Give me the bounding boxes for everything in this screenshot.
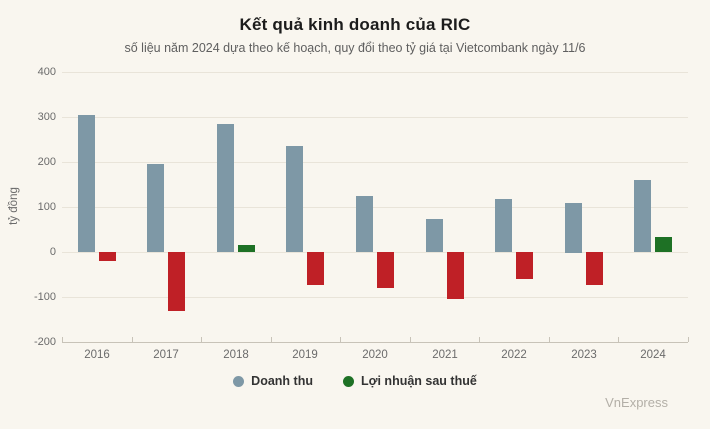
- bar-doanh-thu-2021[interactable]: [426, 219, 443, 252]
- bar-doanh-thu-2024[interactable]: [634, 180, 651, 252]
- legend-item-doanh-thu[interactable]: Doanh thu: [233, 374, 313, 388]
- legend-marker-doanh-thu-icon: [233, 375, 245, 387]
- bar-doanh-thu-2018[interactable]: [217, 124, 234, 252]
- bar-loi-nhuan-2016[interactable]: [99, 252, 116, 261]
- chart-subtitle: số liệu năm 2024 dựa theo kế hoạch, quy …: [124, 41, 586, 55]
- bar-loi-nhuan-2020[interactable]: [377, 252, 394, 288]
- x-tick-label: 2018: [223, 349, 249, 361]
- bar-loi-nhuan-2024[interactable]: [655, 237, 672, 252]
- x-axis-tick: [549, 337, 550, 342]
- y-tick-label: -100: [33, 291, 56, 303]
- x-axis-tick: [618, 337, 619, 342]
- legend-item-loi-nhuan[interactable]: Lợi nhuận sau thuế: [342, 374, 477, 388]
- x-axis-tick: [201, 337, 202, 342]
- bar-loi-nhuan-2018[interactable]: [238, 245, 255, 252]
- x-tick-label: 2020: [362, 349, 388, 361]
- x-tick-label: 2021: [432, 349, 458, 361]
- legend-label-loi-nhuan: Lợi nhuận sau thuế: [360, 374, 477, 388]
- x-tick-label: 2024: [640, 349, 666, 361]
- y-tick-label: 400: [37, 66, 56, 78]
- y-tick-label: -200: [33, 336, 56, 348]
- x-axis-tick: [132, 337, 133, 342]
- bar-doanh-thu-2019[interactable]: [286, 146, 303, 252]
- legend-label-doanh-thu: Doanh thu: [251, 374, 313, 388]
- x-axis-tick: [271, 337, 272, 342]
- bar-doanh-thu-2017[interactable]: [147, 164, 164, 252]
- gridline: [62, 117, 688, 118]
- gridline: [62, 297, 688, 298]
- bar-loi-nhuan-2022[interactable]: [516, 252, 533, 279]
- y-tick-label: 0: [49, 246, 56, 258]
- bar-doanh-thu-2016[interactable]: [78, 115, 95, 252]
- bar-doanh-thu-2022[interactable]: [495, 199, 512, 252]
- gridline: [62, 207, 688, 208]
- bar-doanh-thu-2023[interactable]: [565, 203, 582, 253]
- x-tick-label: 2019: [292, 349, 318, 361]
- y-tick-label: 100: [37, 201, 56, 213]
- x-axis-tick: [688, 337, 689, 342]
- x-axis-tick: [62, 337, 63, 342]
- legend-marker-loi-nhuan-icon: [342, 375, 354, 387]
- watermark: VnExpress: [605, 395, 668, 410]
- x-axis-line: [62, 342, 688, 343]
- x-axis-tick: [410, 337, 411, 342]
- bar-doanh-thu-2020[interactable]: [356, 196, 373, 252]
- chart-title: Kết quả kinh doanh của RIC: [239, 15, 471, 34]
- bar-loi-nhuan-2021[interactable]: [447, 252, 464, 299]
- x-tick-label: 2022: [501, 349, 527, 361]
- x-tick-label: 2017: [153, 349, 179, 361]
- gridline: [62, 72, 688, 73]
- bar-loi-nhuan-2019[interactable]: [307, 252, 324, 285]
- gridline: [62, 162, 688, 163]
- x-axis-tick: [479, 337, 480, 342]
- bar-loi-nhuan-2023[interactable]: [586, 252, 603, 285]
- x-axis-tick: [340, 337, 341, 342]
- gridline: [62, 252, 688, 253]
- x-tick-label: 2023: [571, 349, 597, 361]
- x-tick-label: 2016: [84, 349, 110, 361]
- legend: Doanh thu Lợi nhuận sau thuế: [0, 374, 710, 388]
- y-tick-label: 300: [37, 111, 56, 123]
- y-tick-label: 200: [37, 156, 56, 168]
- bar-loi-nhuan-2017[interactable]: [168, 252, 185, 311]
